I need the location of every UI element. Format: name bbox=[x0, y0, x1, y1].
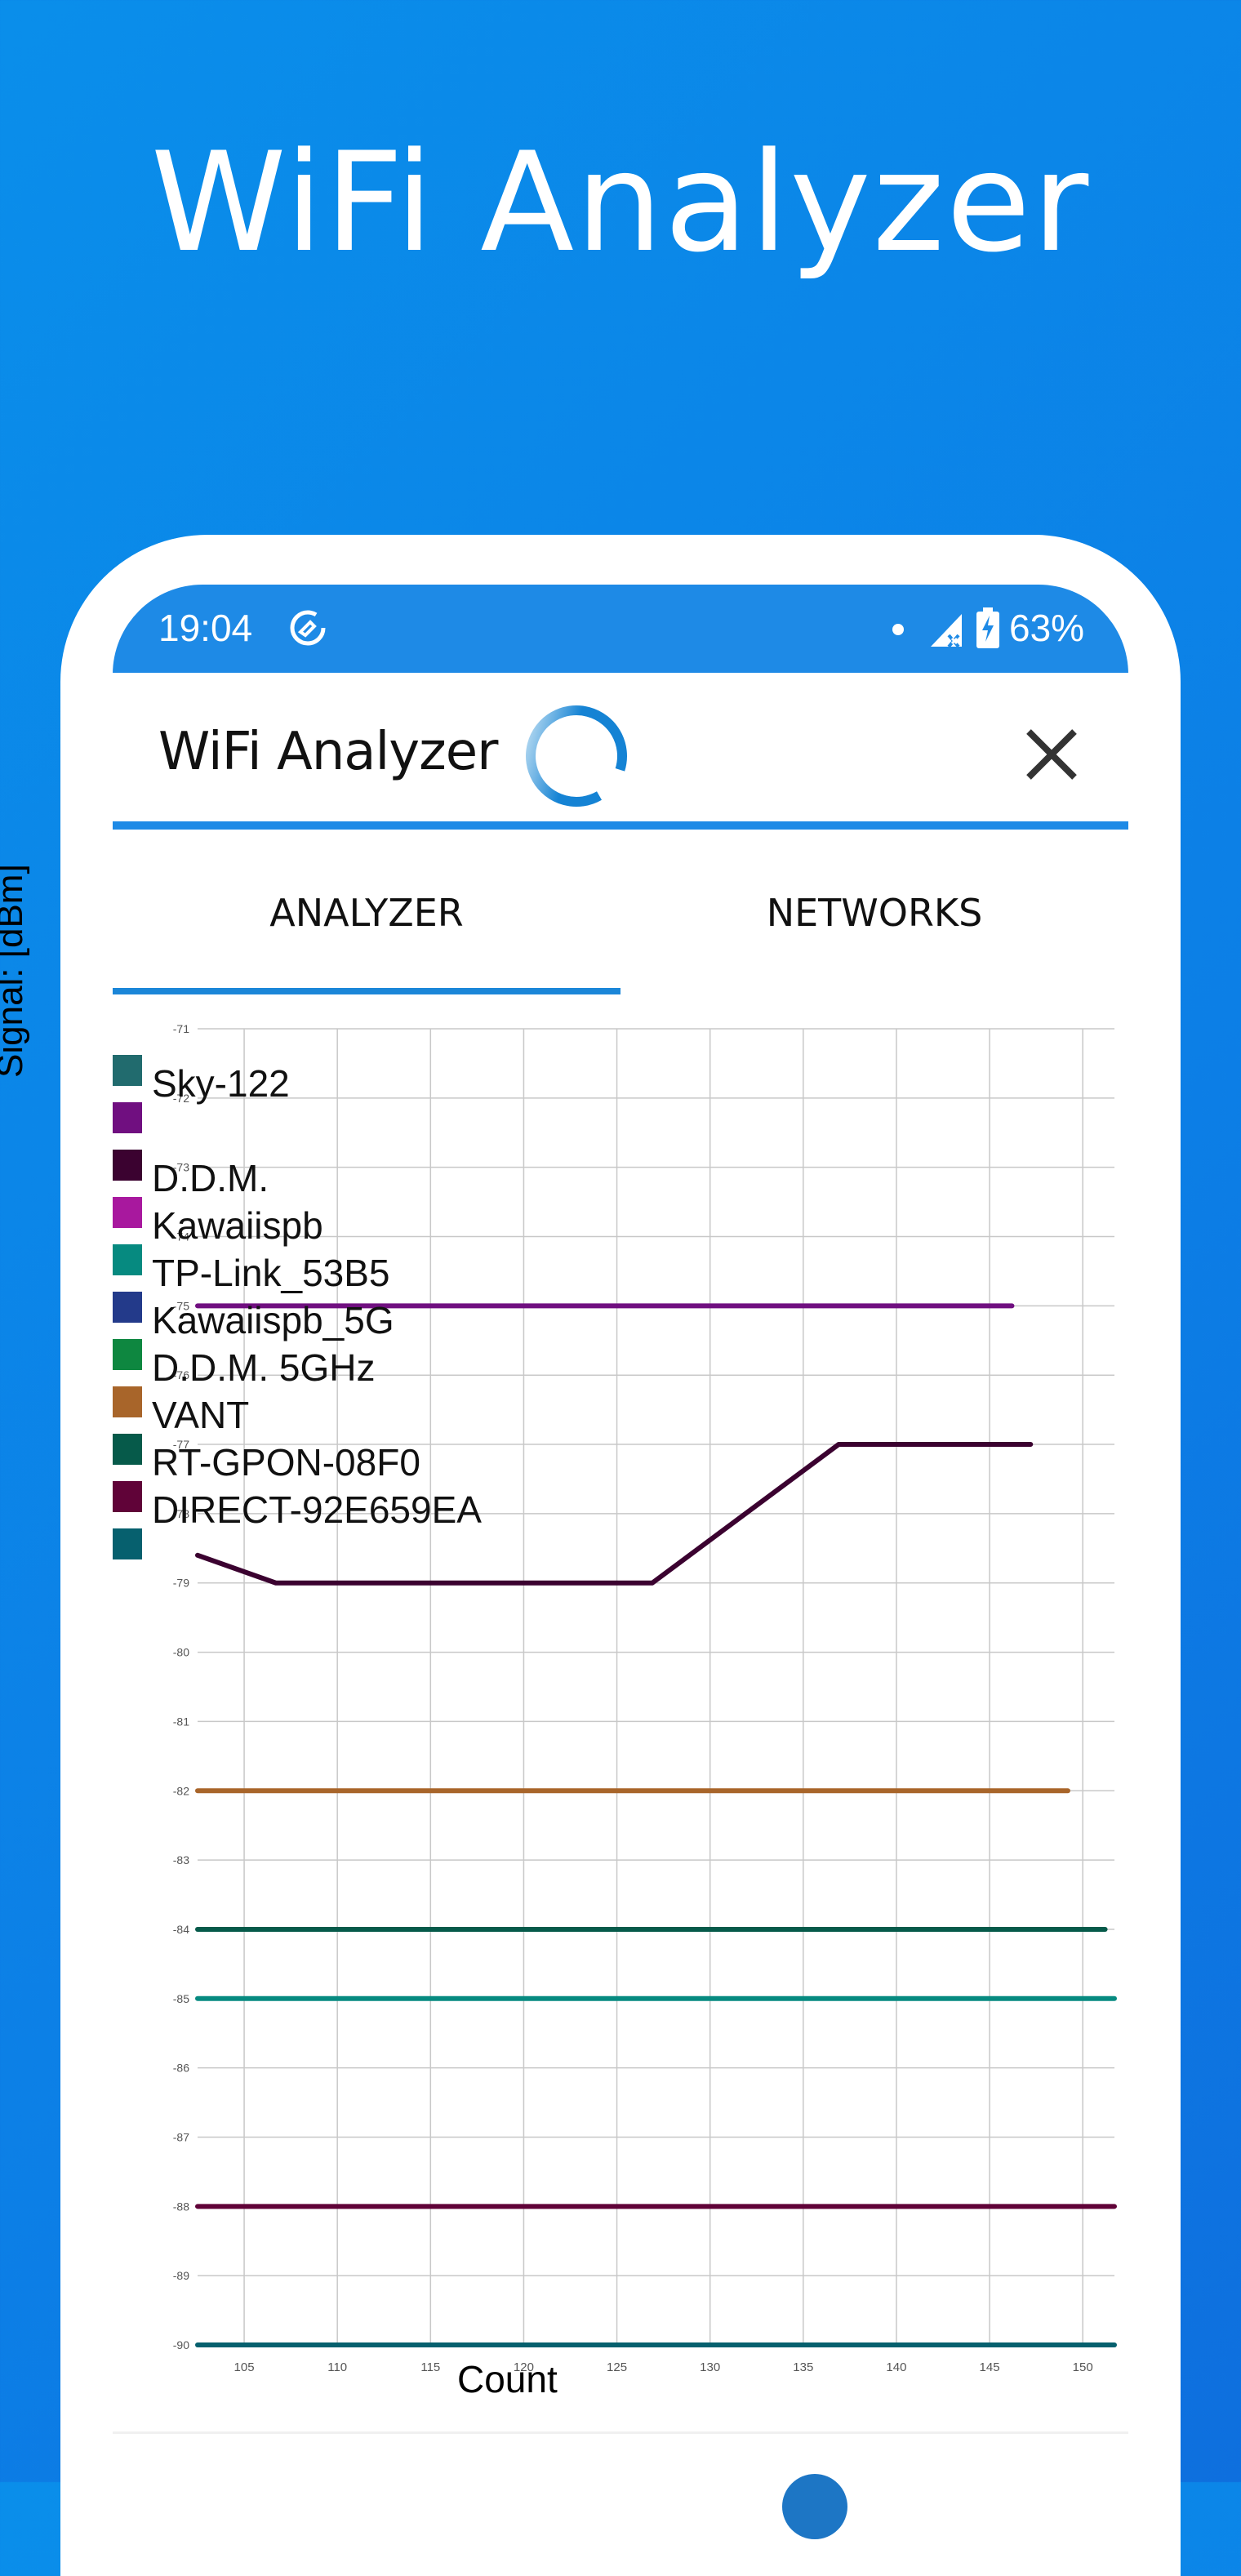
legend-swatch bbox=[113, 1244, 142, 1275]
close-icon[interactable] bbox=[1019, 722, 1084, 787]
app-bar-divider bbox=[113, 821, 1128, 830]
tab-analyzer[interactable]: ANALYZER bbox=[269, 891, 464, 935]
tab-bar: ANALYZER NETWORKS bbox=[113, 830, 1128, 996]
status-time: 19:04 bbox=[158, 607, 253, 649]
legend-swatch bbox=[113, 1102, 142, 1133]
legend-label: D.D.M. bbox=[152, 1157, 269, 1199]
legend-label: DIRECT-92E659EA bbox=[152, 1488, 482, 1531]
legend-swatch bbox=[113, 1434, 142, 1465]
legend-swatch bbox=[113, 1150, 142, 1181]
legend-swatch bbox=[113, 1528, 142, 1559]
legend-label: D.D.M. 5GHz bbox=[152, 1346, 376, 1389]
legend-swatch bbox=[113, 1197, 142, 1228]
legend-label: VANT bbox=[152, 1394, 250, 1436]
data-saver-icon bbox=[290, 610, 326, 646]
scan-button[interactable] bbox=[782, 2474, 847, 2539]
bottom-divider bbox=[113, 2431, 1128, 2434]
legend-swatch bbox=[113, 1481, 142, 1512]
legend-swatch bbox=[113, 1292, 142, 1323]
legend-label: Kawaiispb bbox=[152, 1204, 323, 1247]
legend-label: Sky-122 bbox=[152, 1062, 290, 1105]
active-tab-indicator bbox=[113, 988, 620, 994]
legend-swatch bbox=[113, 1386, 142, 1417]
legend-swatch bbox=[113, 1055, 142, 1086]
notification-dot-icon bbox=[892, 624, 904, 635]
app-bar: WiFi Analyzer bbox=[113, 673, 1128, 820]
hero-title: WiFi Analyzer bbox=[150, 122, 1091, 283]
x-axis-label: Count bbox=[457, 2358, 558, 2400]
legend-swatch bbox=[113, 1339, 142, 1370]
legend-label: Kawaiispb_5G bbox=[152, 1299, 394, 1341]
status-bar: 19:04 63% bbox=[113, 585, 1128, 673]
legend-label: TP-Link_53B5 bbox=[152, 1252, 390, 1294]
battery-charging-icon bbox=[976, 607, 999, 648]
legend-label: RT-GPON-08F0 bbox=[152, 1441, 420, 1484]
tab-networks[interactable]: NETWORKS bbox=[766, 891, 983, 935]
battery-percent: 63% bbox=[1009, 607, 1085, 649]
app-screen: 19:04 63% WiFi Analyzer bbox=[113, 585, 1128, 2544]
app-title: WiFi Analyzer bbox=[158, 722, 498, 782]
loading-spinner-icon bbox=[526, 705, 628, 807]
signal-no-sim-icon bbox=[931, 614, 962, 648]
y-axis-label: Signal: [dBm] bbox=[0, 864, 30, 1078]
